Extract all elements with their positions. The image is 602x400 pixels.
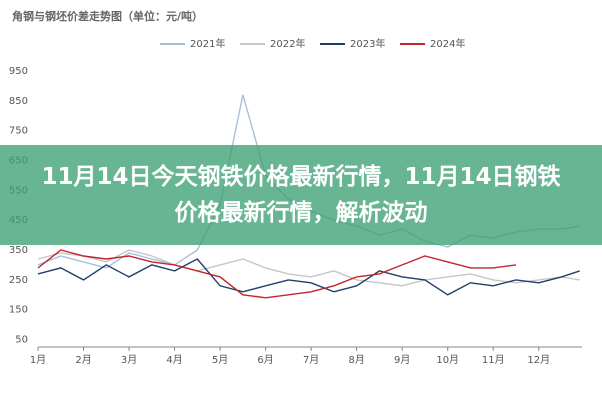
banner: 11月14日今天钢铁价格最新行情，11月14日钢铁价格最新行情，解析波动 (0, 145, 602, 245)
legend-label: 2021年 (190, 37, 225, 50)
x-tick-label: 3月 (121, 354, 137, 366)
banner-text: 11月14日今天钢铁价格最新行情，11月14日钢铁价格最新行情，解析波动 (41, 164, 561, 226)
x-tick-label: 1月 (30, 354, 46, 366)
legend-label: 2022年 (270, 37, 305, 50)
chart-title: 角钢与钢坯价差走势图（单位：元/吨） (12, 9, 203, 23)
x-tick-label: 10月 (436, 354, 459, 366)
y-tick-label: 350 (9, 245, 28, 256)
series-line (37, 249, 580, 287)
legend-label: 2023年 (350, 37, 385, 50)
series-line (37, 258, 580, 296)
x-tick-label: 11月 (482, 354, 505, 366)
x-tick-label: 4月 (166, 354, 182, 366)
x-tick-label: 9月 (394, 354, 410, 366)
y-tick-label: 150 (9, 305, 28, 316)
series-line (37, 249, 517, 299)
y-tick-label: 850 (9, 96, 28, 107)
y-tick-label: 750 (9, 126, 28, 137)
x-tick-label: 2月 (75, 354, 91, 366)
y-tick-label: 50 (15, 335, 28, 346)
x-tick-label: 7月 (303, 354, 319, 366)
x-tick-label: 12月 (527, 354, 550, 366)
y-tick-label: 950 (9, 66, 28, 77)
x-tick-label: 5月 (212, 354, 228, 366)
x-tick-label: 8月 (348, 354, 364, 366)
legend-label: 2024年 (430, 37, 465, 50)
y-tick-label: 250 (9, 275, 28, 286)
x-tick-label: 6月 (257, 354, 273, 366)
